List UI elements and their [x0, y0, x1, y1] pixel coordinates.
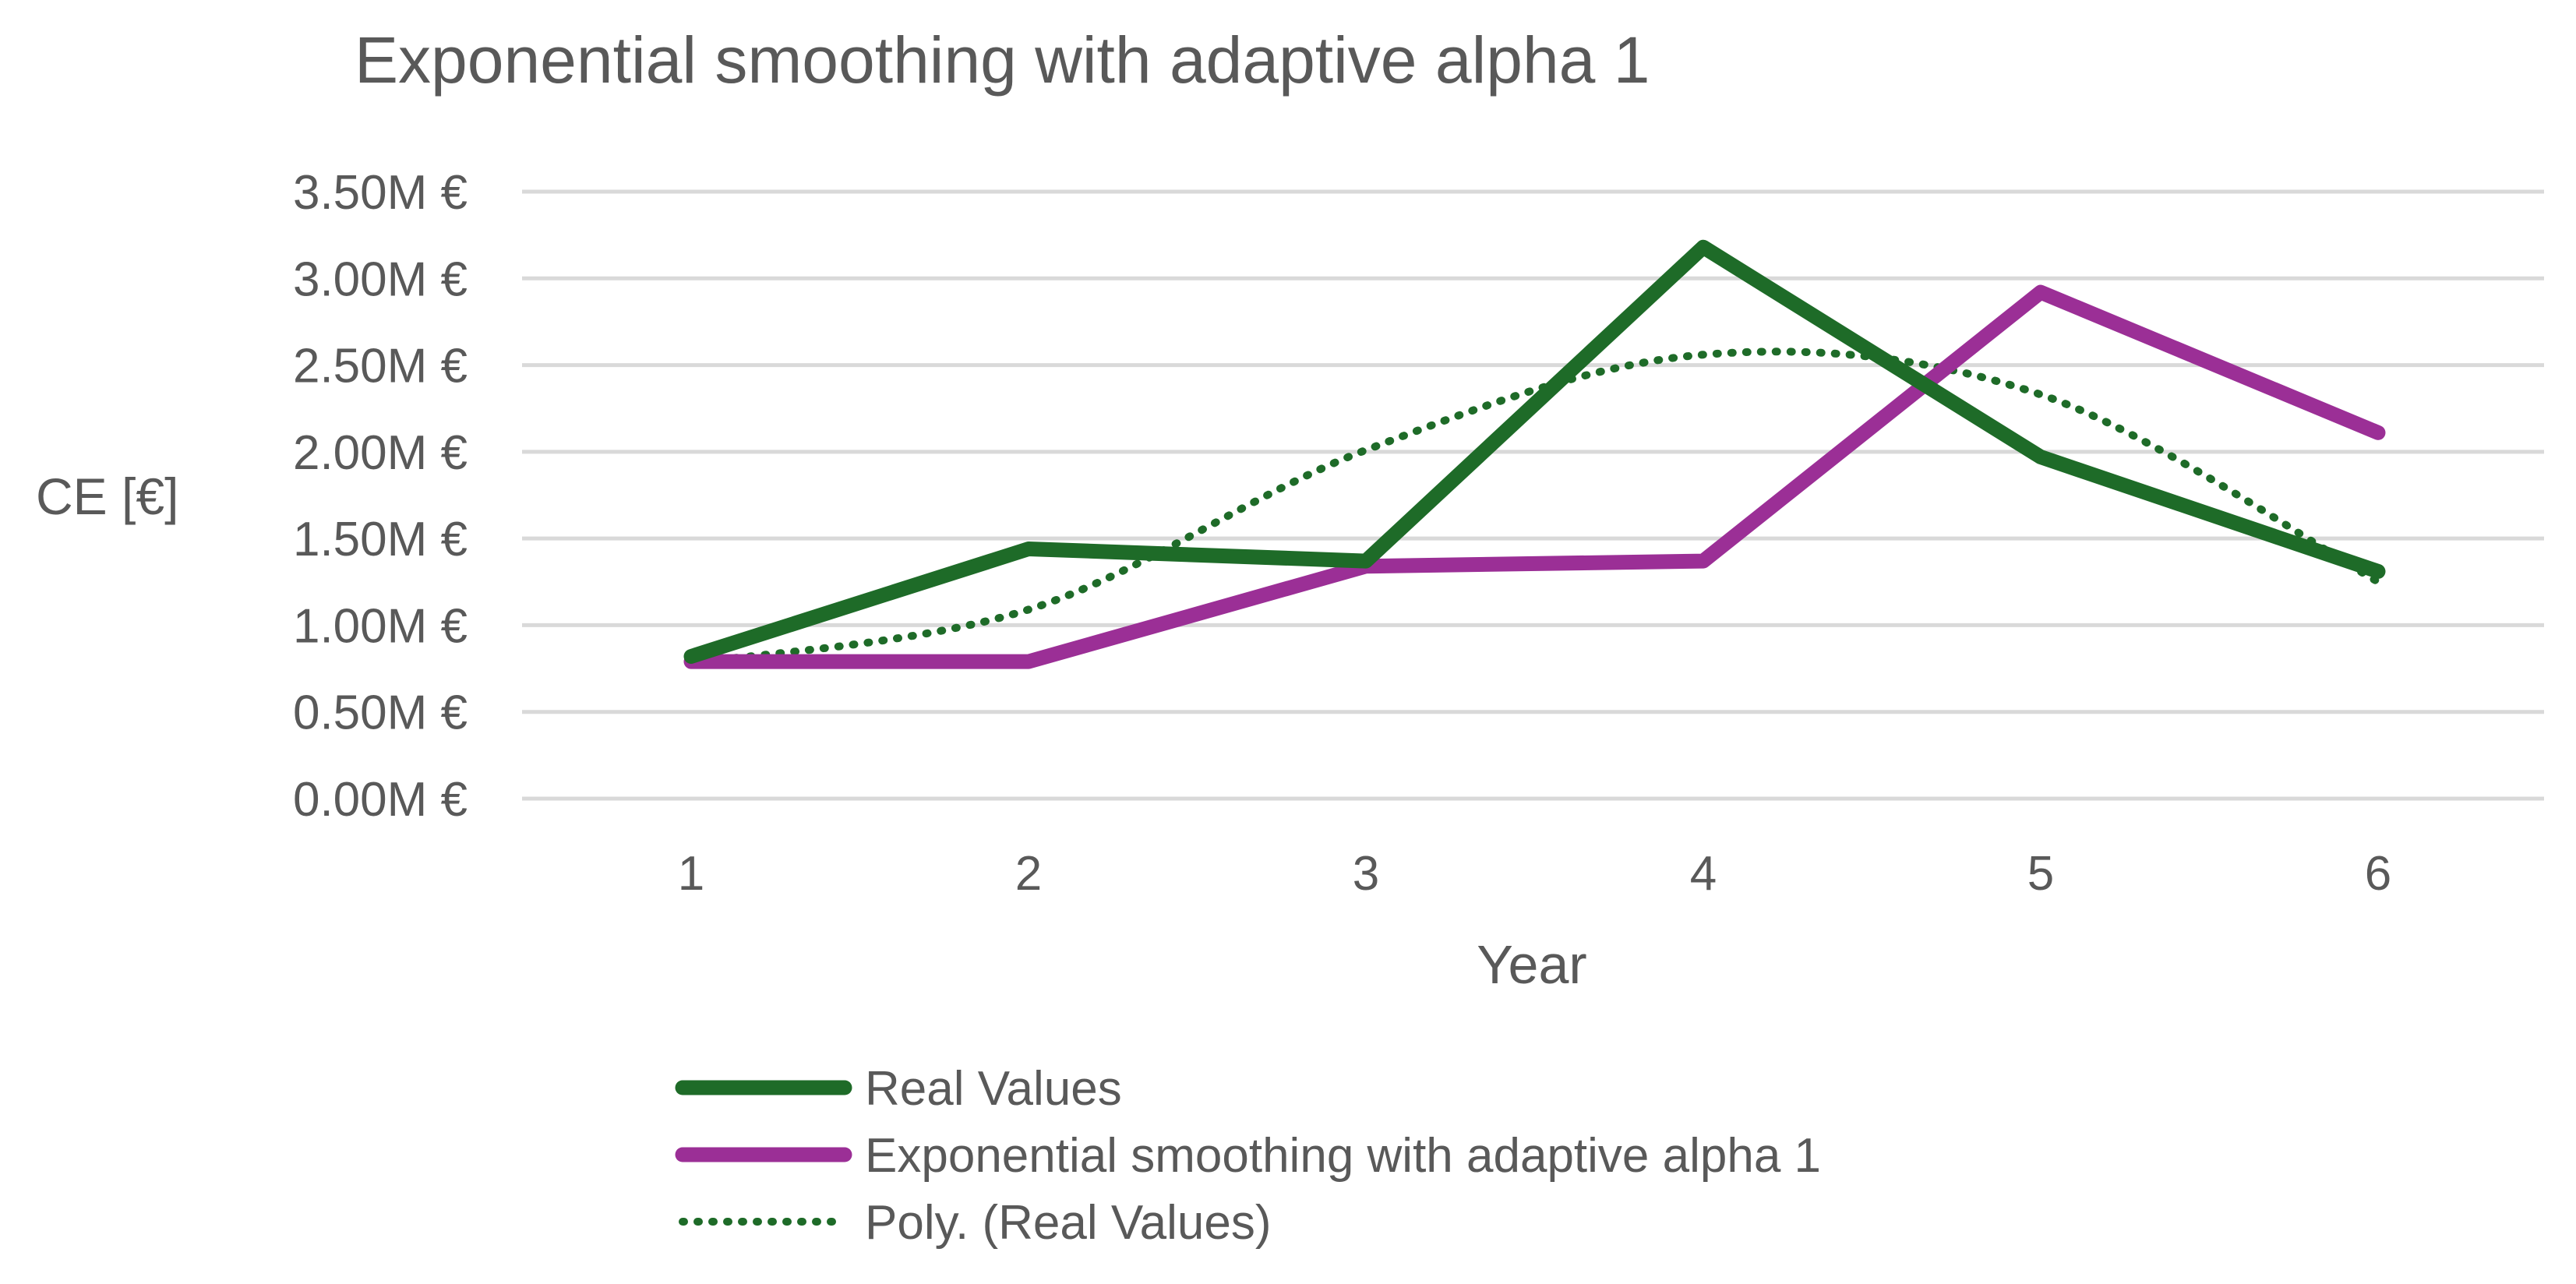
y-tick-label: 2.00M € — [293, 426, 468, 480]
legend-label: Real Values — [865, 1062, 1122, 1116]
chart-title: Exponential smoothing with adaptive alph… — [355, 23, 1650, 97]
y-tick-label: 0.00M € — [293, 773, 468, 827]
data-point — [2377, 581, 2379, 583]
legend-item: Real Values — [675, 1062, 1122, 1116]
y-tick-label: 0.50M € — [293, 686, 468, 740]
x-axis-label: Year — [1477, 934, 1586, 995]
gridlines — [522, 189, 2544, 801]
series-line — [683, 284, 2386, 669]
data-point — [690, 655, 692, 657]
data-point — [1365, 560, 1367, 562]
data-point — [1703, 246, 1704, 248]
data-point — [2377, 432, 2379, 433]
series-0 — [683, 239, 2386, 664]
x-tick-label: 5 — [2027, 847, 2054, 901]
series-line — [683, 239, 2386, 664]
data-point — [1028, 661, 1029, 662]
data-point — [1028, 608, 1029, 610]
legend: Real Values Exponential smoothing with ad… — [675, 1062, 1821, 1250]
legend-label: Poly. (Real Values) — [865, 1196, 1271, 1250]
data-point — [2040, 457, 2041, 458]
x-tick-label: 2 — [1015, 847, 1042, 901]
data-point — [2377, 570, 2379, 572]
data-point — [2040, 291, 2041, 293]
y-axis-label: CE [€] — [36, 467, 178, 525]
data-point — [1365, 450, 1367, 451]
y-tick-label: 3.00M € — [293, 252, 468, 306]
data-point — [2040, 393, 2041, 395]
y-axis-tick-labels: 0.00M € 0.50M € 1.00M € 1.50M € 2.00M € 2.50M… — [293, 166, 468, 827]
series-layer — [683, 239, 2386, 669]
x-tick-label: 4 — [1690, 847, 1717, 901]
y-tick-label: 1.50M € — [293, 513, 468, 566]
x-axis-tick-labels: 1 2 3 4 5 6 — [678, 847, 2391, 901]
x-tick-label: 1 — [678, 847, 704, 901]
data-point — [1703, 560, 1704, 562]
y-tick-label: 3.50M € — [293, 166, 468, 220]
y-tick-label: 2.50M € — [293, 340, 468, 393]
x-tick-label: 6 — [2365, 847, 2391, 901]
data-point — [1703, 354, 1704, 355]
y-tick-label: 1.00M € — [293, 599, 468, 653]
x-tick-label: 3 — [1353, 847, 1379, 901]
series-1 — [683, 284, 2386, 669]
legend-item: Poly. (Real Values) — [679, 1196, 1271, 1250]
legend-label: Exponential smoothing with adaptive alph… — [865, 1129, 1821, 1183]
legend-item: Exponential smoothing with adaptive alph… — [675, 1129, 1821, 1183]
data-point — [1028, 548, 1029, 549]
